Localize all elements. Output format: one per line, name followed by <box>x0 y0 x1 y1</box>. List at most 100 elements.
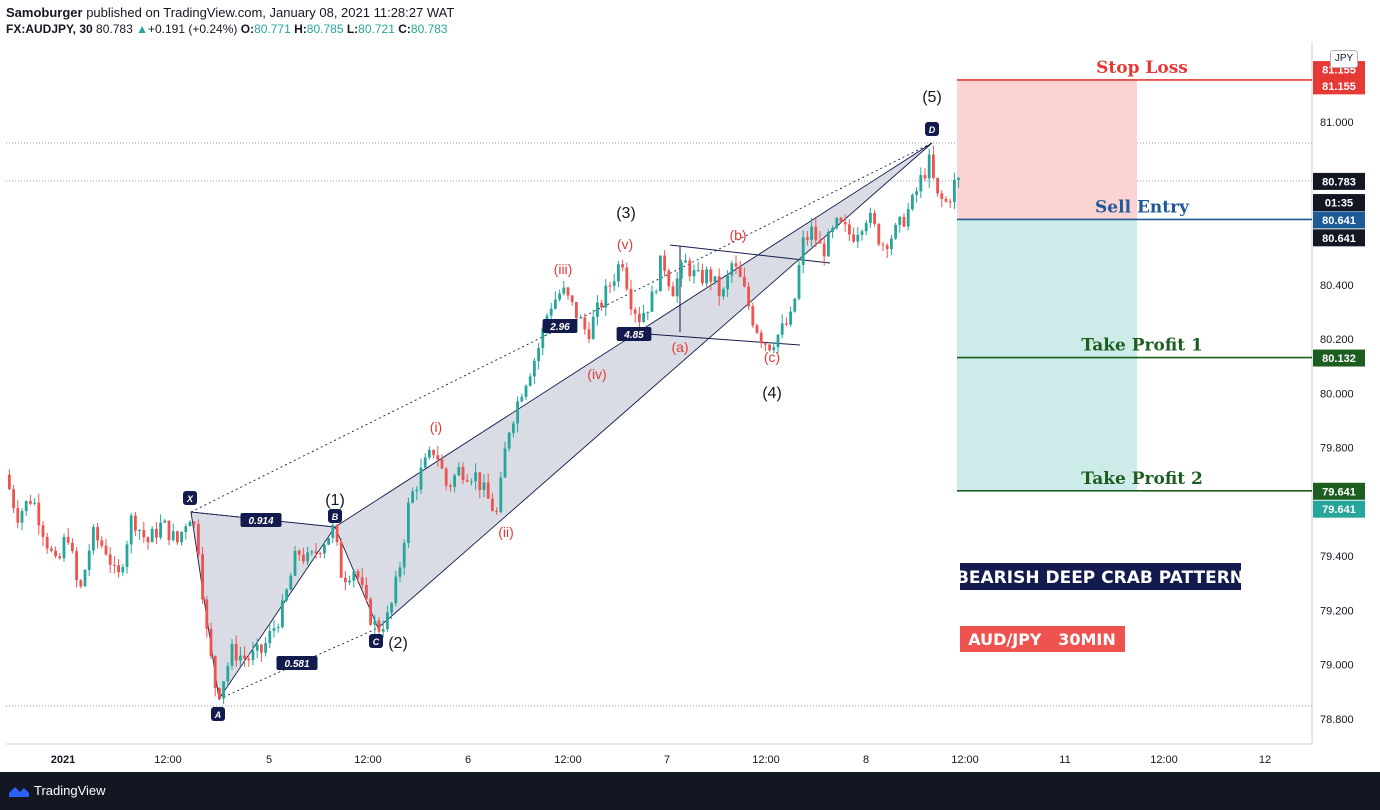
publish-info: published on TradingView.com, January 08… <box>82 5 455 20</box>
candle <box>948 201 952 203</box>
price-axis-value-text: 80.132 <box>1322 353 1356 365</box>
candle <box>860 231 864 235</box>
candle <box>155 528 158 538</box>
candle <box>306 552 309 562</box>
elliott-wave-5: (5) <box>922 89 942 106</box>
take-profit-zone <box>957 219 1137 491</box>
sub-wave-label: (a) <box>671 339 688 355</box>
sub-wave-label: (v) <box>617 236 633 252</box>
publish-line: Samoburger published on TradingView.com,… <box>6 5 454 20</box>
candle <box>877 223 881 245</box>
candle <box>230 644 234 666</box>
fib-ratio-value: 0.914 <box>248 516 273 527</box>
candle <box>894 224 897 239</box>
candle <box>953 179 956 203</box>
fib-ratio-value: 4.85 <box>623 330 644 341</box>
candle <box>625 267 629 289</box>
candle <box>516 401 519 424</box>
author-name[interactable]: Samoburger <box>6 5 83 20</box>
candle <box>583 317 587 330</box>
sub-wave-label: (iv) <box>587 366 606 382</box>
candle <box>591 316 595 339</box>
candle <box>957 178 960 180</box>
candle <box>810 226 813 240</box>
candle <box>495 510 498 512</box>
candle <box>318 553 322 555</box>
candle <box>398 567 402 577</box>
candle <box>768 344 771 351</box>
candle <box>415 489 419 492</box>
price-chart[interactable]: Stop Loss Sell Entry Take Profit 1 Take Pro… <box>0 42 1380 772</box>
pattern-name-text: BEARISH DEEP CRAB PATTERN <box>956 568 1244 588</box>
candle <box>234 644 238 661</box>
candle <box>612 281 616 286</box>
candle <box>331 524 335 538</box>
elliott-wave-4: (4) <box>762 385 782 402</box>
tradingview-logo-icon[interactable] <box>8 784 30 798</box>
symbol-label[interactable]: FX:AUDJPY, 30 <box>6 22 93 36</box>
candle <box>722 289 725 297</box>
candle <box>264 643 267 653</box>
candle <box>751 306 755 326</box>
high-value: 80.785 <box>306 22 344 36</box>
ac-dotted-line <box>218 627 379 700</box>
open-value: 80.771 <box>254 22 291 36</box>
candle <box>852 234 855 242</box>
price-axis-value-text: 80.641 <box>1322 233 1356 245</box>
candle <box>436 455 440 460</box>
elliott-wave-1: (1) <box>325 492 345 509</box>
price-axis-value-text: 79.641 <box>1322 504 1356 516</box>
price-axis-value-label: 01:35 <box>1313 194 1365 212</box>
candle <box>549 308 553 316</box>
candle <box>66 536 70 543</box>
candle <box>285 589 288 601</box>
candle <box>617 264 620 282</box>
price-axis[interactable]: 81.000 80.400 80.200 80.000 79.800 79.400 79.2… <box>1313 61 1365 726</box>
candle <box>789 311 792 325</box>
candle <box>780 323 784 335</box>
price-axis-value-text: 01:35 <box>1325 198 1353 210</box>
candle <box>482 482 486 491</box>
candle <box>743 276 746 287</box>
candle <box>919 175 923 192</box>
candle <box>734 263 738 267</box>
candle <box>108 554 112 565</box>
candle <box>898 216 902 225</box>
candle <box>801 237 805 265</box>
price-tick-label: 79.000 <box>1320 660 1354 672</box>
candle <box>755 325 759 333</box>
time-tick-label: 7 <box>664 754 670 766</box>
candle <box>138 529 141 531</box>
candle <box>390 603 393 613</box>
candle <box>289 575 293 590</box>
candle <box>827 231 830 257</box>
candle <box>692 270 696 277</box>
candle <box>671 286 675 297</box>
candle <box>71 542 74 552</box>
candle <box>701 270 704 284</box>
candle <box>869 213 872 223</box>
footer-brand[interactable]: TradingView <box>34 783 106 798</box>
candle <box>163 520 167 523</box>
candle <box>915 191 918 195</box>
candle <box>491 498 494 511</box>
pattern-name-label: BEARISH DEEP CRAB PATTERN <box>956 563 1244 590</box>
time-tick-label: 12:00 <box>354 754 382 766</box>
candle <box>873 213 876 224</box>
currency-button[interactable]: JPY <box>1330 50 1358 68</box>
time-tick-label: 6 <box>465 754 471 766</box>
candle <box>667 270 671 287</box>
candle <box>184 526 188 532</box>
candle <box>793 298 797 312</box>
candle <box>302 554 305 562</box>
candle <box>831 228 834 232</box>
price-axis-value-text: 79.641 <box>1322 486 1356 498</box>
candle <box>159 522 162 538</box>
candle <box>705 269 708 284</box>
candle <box>188 521 192 527</box>
candle <box>142 529 146 538</box>
candle <box>87 550 91 570</box>
time-axis[interactable]: 2021 12:00 5 12:00 6 12:00 7 12:00 8 12:00 11 12:00… <box>51 754 1271 766</box>
fib-ratio-value: 0.581 <box>284 659 309 670</box>
candle <box>822 243 826 257</box>
